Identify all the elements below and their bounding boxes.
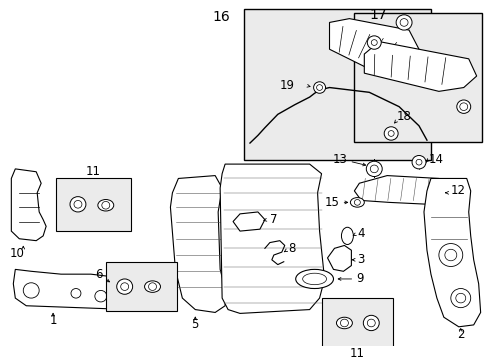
Circle shape: [444, 249, 456, 261]
Circle shape: [399, 19, 407, 26]
Text: 14: 14: [428, 153, 443, 166]
Circle shape: [316, 85, 322, 90]
Circle shape: [366, 36, 381, 49]
Circle shape: [121, 283, 128, 291]
Circle shape: [395, 15, 411, 30]
Text: 1: 1: [49, 314, 57, 327]
Ellipse shape: [350, 198, 364, 207]
Circle shape: [117, 279, 132, 294]
Circle shape: [313, 82, 325, 93]
Text: 4: 4: [357, 226, 364, 239]
Circle shape: [455, 293, 465, 303]
Circle shape: [115, 296, 122, 304]
Text: 3: 3: [357, 253, 364, 266]
Circle shape: [370, 40, 376, 45]
Polygon shape: [11, 169, 46, 241]
Bar: [354, 13, 481, 142]
Polygon shape: [13, 269, 148, 310]
Circle shape: [102, 202, 109, 209]
Circle shape: [23, 283, 39, 298]
Text: 11: 11: [85, 165, 100, 178]
Ellipse shape: [336, 317, 352, 329]
Circle shape: [387, 131, 393, 136]
Polygon shape: [327, 246, 351, 271]
Text: 12: 12: [450, 184, 465, 197]
Circle shape: [459, 103, 467, 111]
Ellipse shape: [302, 273, 326, 285]
Circle shape: [71, 288, 81, 298]
Circle shape: [369, 165, 377, 173]
Ellipse shape: [98, 199, 114, 211]
Text: 8: 8: [287, 242, 295, 255]
Circle shape: [450, 288, 470, 308]
Text: 15: 15: [324, 196, 339, 209]
Polygon shape: [329, 19, 418, 68]
Circle shape: [366, 161, 382, 176]
Ellipse shape: [341, 227, 353, 244]
Circle shape: [354, 199, 360, 205]
Text: 10: 10: [9, 247, 24, 260]
Bar: [56, 179, 130, 231]
Circle shape: [340, 319, 347, 327]
Text: 7: 7: [269, 213, 277, 226]
Text: 9: 9: [356, 273, 363, 285]
Circle shape: [363, 315, 379, 330]
Text: 2: 2: [456, 328, 464, 341]
Circle shape: [148, 283, 156, 291]
Polygon shape: [354, 176, 446, 204]
Text: 17: 17: [368, 8, 386, 22]
Text: 13: 13: [332, 153, 346, 166]
Text: 5: 5: [191, 318, 199, 332]
Polygon shape: [423, 179, 480, 327]
Polygon shape: [233, 212, 264, 231]
Polygon shape: [364, 42, 476, 91]
Ellipse shape: [144, 281, 160, 292]
Text: 16: 16: [212, 10, 230, 24]
Bar: [105, 262, 177, 311]
Circle shape: [70, 197, 86, 212]
Circle shape: [95, 291, 106, 302]
Circle shape: [384, 127, 397, 140]
Polygon shape: [220, 164, 324, 314]
Ellipse shape: [295, 269, 333, 288]
Text: 11: 11: [349, 347, 364, 360]
Bar: [321, 298, 392, 348]
Circle shape: [74, 201, 82, 208]
Text: 18: 18: [396, 110, 411, 123]
Text: 19: 19: [279, 79, 294, 92]
Circle shape: [415, 159, 421, 165]
Circle shape: [438, 243, 462, 266]
Polygon shape: [170, 176, 224, 312]
Text: 6: 6: [95, 268, 102, 281]
Circle shape: [411, 156, 425, 169]
Bar: [244, 9, 430, 160]
Circle shape: [366, 319, 374, 327]
Circle shape: [456, 100, 470, 113]
